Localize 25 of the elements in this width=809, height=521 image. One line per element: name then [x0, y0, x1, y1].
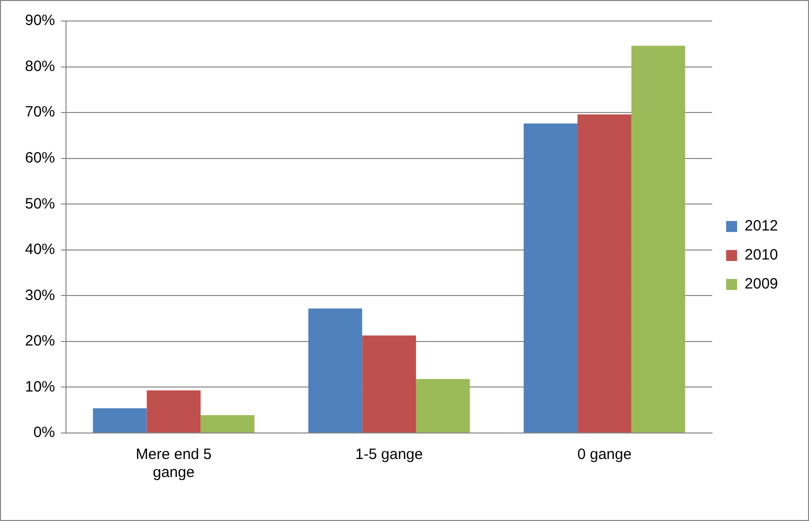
bar [631, 46, 686, 432]
y-tick-label: 60% [24, 149, 56, 166]
bar [416, 378, 470, 432]
x-tick-label: 0 gange [577, 446, 632, 464]
legend-label: 2009 [744, 276, 778, 293]
bar [362, 335, 416, 432]
y-tick-label: 20% [24, 332, 56, 350]
bar [200, 415, 254, 432]
x-tick-label: Mere end 5 gange [136, 446, 212, 482]
bar [92, 408, 147, 432]
y-tick-label: 70% [24, 104, 56, 121]
y-tick-label: 40% [24, 241, 56, 258]
bar [146, 390, 201, 432]
y-tick-label: 90% [24, 12, 56, 30]
legend-label: 2010 [744, 246, 778, 264]
y-tick-label: 80% [24, 58, 56, 75]
bar [578, 114, 632, 432]
bar [524, 124, 578, 432]
y-tick-label: 10% [24, 378, 56, 396]
bar [308, 308, 362, 432]
x-tick-label: 1-5 gange [355, 446, 423, 464]
legend-label: 2012 [744, 218, 778, 235]
y-tick-label: 50% [24, 195, 56, 212]
y-tick-label: 0% [33, 424, 56, 442]
y-tick-label: 30% [24, 286, 56, 304]
